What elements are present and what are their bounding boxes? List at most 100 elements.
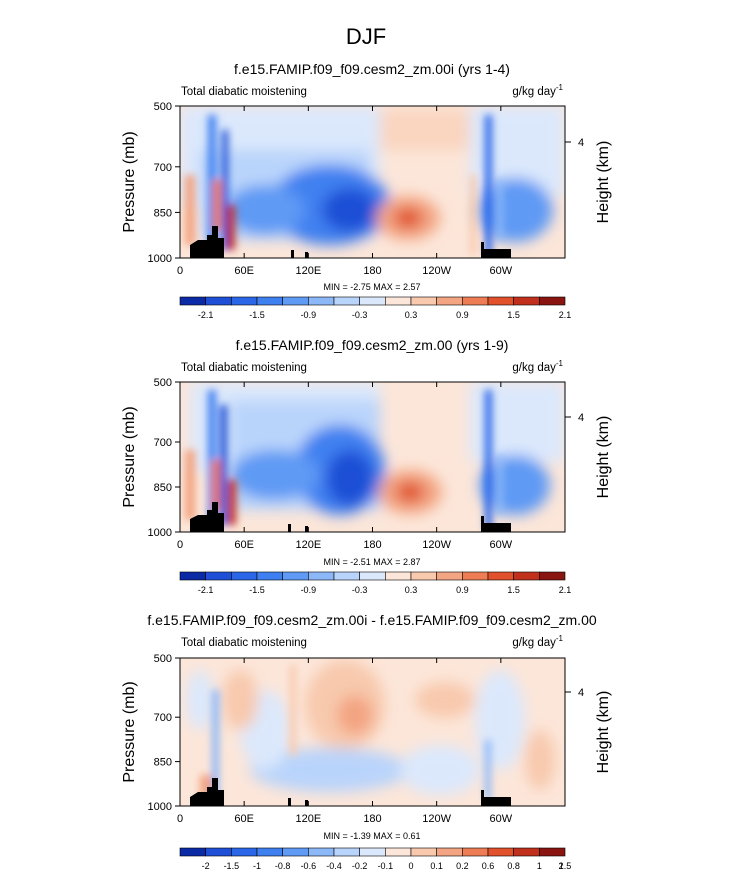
colorbar-label: 0.8 bbox=[507, 861, 520, 871]
panel-2-left-label: Total diabatic moistening bbox=[181, 362, 307, 374]
panel-3-title: f.e15.FAMIP.f09_f09.cesm2_zm.00i - f.e15… bbox=[147, 612, 596, 628]
panel-2: f.e15.FAMIP.f09_f09.cesm2_zm.00 (yrs 1-9… bbox=[121, 337, 612, 595]
x-tick-label: 180 bbox=[363, 265, 381, 277]
y-tick-label: 850 bbox=[154, 207, 172, 219]
colorbar-swatch bbox=[359, 571, 386, 581]
colorbar-swatch bbox=[539, 571, 566, 581]
colorbar-swatch bbox=[385, 296, 412, 306]
colorbar-swatch bbox=[256, 296, 283, 306]
colorbar-swatch bbox=[333, 571, 360, 581]
colorbar-label: -0.1 bbox=[378, 861, 394, 871]
colorbar-label: 0 bbox=[408, 861, 413, 871]
panel-1: f.e15.FAMIP.f09_f09.cesm2_zm.00i (yrs 1-… bbox=[121, 61, 612, 320]
colorbar-swatch bbox=[513, 296, 540, 306]
figure-title: DJF bbox=[346, 24, 386, 49]
colorbar-label: -1.5 bbox=[249, 310, 265, 320]
y-tick-label: 850 bbox=[154, 757, 172, 769]
panel-1-left-label: Total diabatic moistening bbox=[181, 86, 307, 98]
colorbar-label: -0.8 bbox=[275, 861, 291, 871]
panel-3: f.e15.FAMIP.f09_f09.cesm2_zm.00i - f.e15… bbox=[121, 612, 612, 871]
panel-1-ylabel-right: Height (km) bbox=[595, 141, 612, 224]
colorbar-label: 2.1 bbox=[559, 585, 572, 595]
colorbar-label: -0.2 bbox=[352, 861, 368, 871]
colorbar-swatch bbox=[539, 847, 566, 857]
panel-1-land-mask bbox=[190, 226, 511, 258]
colorbar-swatch bbox=[487, 296, 514, 306]
colorbar-label: -0.3 bbox=[352, 310, 368, 320]
colorbar-label: -0.3 bbox=[352, 585, 368, 595]
colorbar-label: -1 bbox=[253, 861, 261, 871]
panel-3-units: g/kg day-1 bbox=[512, 634, 563, 649]
colorbar-label: 1 bbox=[537, 861, 542, 871]
colorbar-label: -1.5 bbox=[224, 861, 240, 871]
y-tick-label: 500 bbox=[154, 377, 172, 389]
panel-2-field bbox=[180, 382, 565, 532]
colorbar-swatch bbox=[282, 847, 309, 857]
x-tick-label: 120W bbox=[422, 265, 451, 277]
colorbar-swatch bbox=[410, 847, 437, 857]
panel-2-land-mask bbox=[190, 502, 511, 532]
colorbar-swatch bbox=[539, 296, 566, 306]
x-tick-label: 0 bbox=[177, 265, 183, 277]
x-tick-label: 120E bbox=[295, 813, 321, 825]
colorbar-label: 0.3 bbox=[405, 585, 418, 595]
panel-1-units-text: g/kg day bbox=[512, 86, 556, 98]
x-tick-label: 120W bbox=[422, 539, 451, 551]
colorbar-label: 1.5 bbox=[507, 585, 520, 595]
panel-1-units-exp: -1 bbox=[556, 83, 564, 92]
y-tick-label: 1000 bbox=[148, 801, 172, 813]
colorbar-swatch bbox=[231, 571, 258, 581]
y-tick-label: 700 bbox=[154, 437, 172, 449]
panel-3-land-mask bbox=[190, 778, 511, 806]
colorbar-swatch bbox=[487, 571, 514, 581]
colorbar-swatch bbox=[462, 847, 489, 857]
colorbar-label: 2 bbox=[558, 861, 563, 871]
colorbar-swatch bbox=[179, 571, 206, 581]
panel-3-left-label: Total diabatic moistening bbox=[181, 637, 307, 649]
x-tick-label: 180 bbox=[363, 813, 381, 825]
colorbar-swatch bbox=[436, 847, 463, 857]
colorbar-label: 0.1 bbox=[430, 861, 443, 871]
colorbar-label: -2.1 bbox=[198, 585, 214, 595]
colorbar-swatch bbox=[359, 847, 386, 857]
x-tick-label: 0 bbox=[177, 539, 183, 551]
panel-1-ylabel: Pressure (mb) bbox=[121, 131, 138, 232]
colorbar-swatch bbox=[179, 296, 206, 306]
colorbar-swatch bbox=[205, 571, 232, 581]
colorbar-label: 0.3 bbox=[405, 310, 418, 320]
panel-1-units: g/kg day-1 bbox=[512, 83, 563, 98]
colorbar-swatch bbox=[282, 571, 309, 581]
colorbar-label: 1.5 bbox=[559, 861, 572, 871]
panel-2-ylabel: Pressure (mb) bbox=[121, 406, 138, 507]
panel-2-units-text: g/kg day bbox=[512, 362, 556, 374]
panel-3-units-exp: -1 bbox=[556, 634, 564, 643]
y-tick-label: 700 bbox=[154, 162, 172, 174]
y-tick-label: 500 bbox=[154, 101, 172, 113]
panel-2-ytick-right: 4 bbox=[578, 412, 584, 424]
colorbar-swatch bbox=[231, 847, 258, 857]
colorbar-swatch bbox=[385, 571, 412, 581]
y-tick-label: 500 bbox=[154, 653, 172, 665]
colorbar-swatch bbox=[436, 296, 463, 306]
colorbar-swatch bbox=[487, 847, 514, 857]
colorbar-swatch bbox=[308, 571, 335, 581]
colorbar-swatch bbox=[256, 847, 283, 857]
panel-2-stats: MIN = -2.51 MAX = 2.87 bbox=[323, 557, 420, 567]
colorbar-swatch bbox=[410, 296, 437, 306]
colorbar-swatch bbox=[308, 847, 335, 857]
x-tick-label: 60E bbox=[234, 265, 254, 277]
colorbar-label: -0.4 bbox=[326, 861, 342, 871]
x-tick-label: 120W bbox=[422, 813, 451, 825]
colorbar-swatch bbox=[179, 847, 206, 857]
colorbar-swatch bbox=[308, 296, 335, 306]
colorbar-label: 0.2 bbox=[456, 861, 469, 871]
x-tick-label: 120E bbox=[295, 265, 321, 277]
colorbar-swatch bbox=[385, 847, 412, 857]
colorbar-swatch bbox=[205, 847, 232, 857]
colorbar-label: -0.6 bbox=[301, 861, 317, 871]
colorbar-swatch bbox=[256, 571, 283, 581]
x-tick-label: 60W bbox=[490, 265, 513, 277]
colorbar-swatch bbox=[231, 296, 258, 306]
y-tick-label: 700 bbox=[154, 712, 172, 724]
